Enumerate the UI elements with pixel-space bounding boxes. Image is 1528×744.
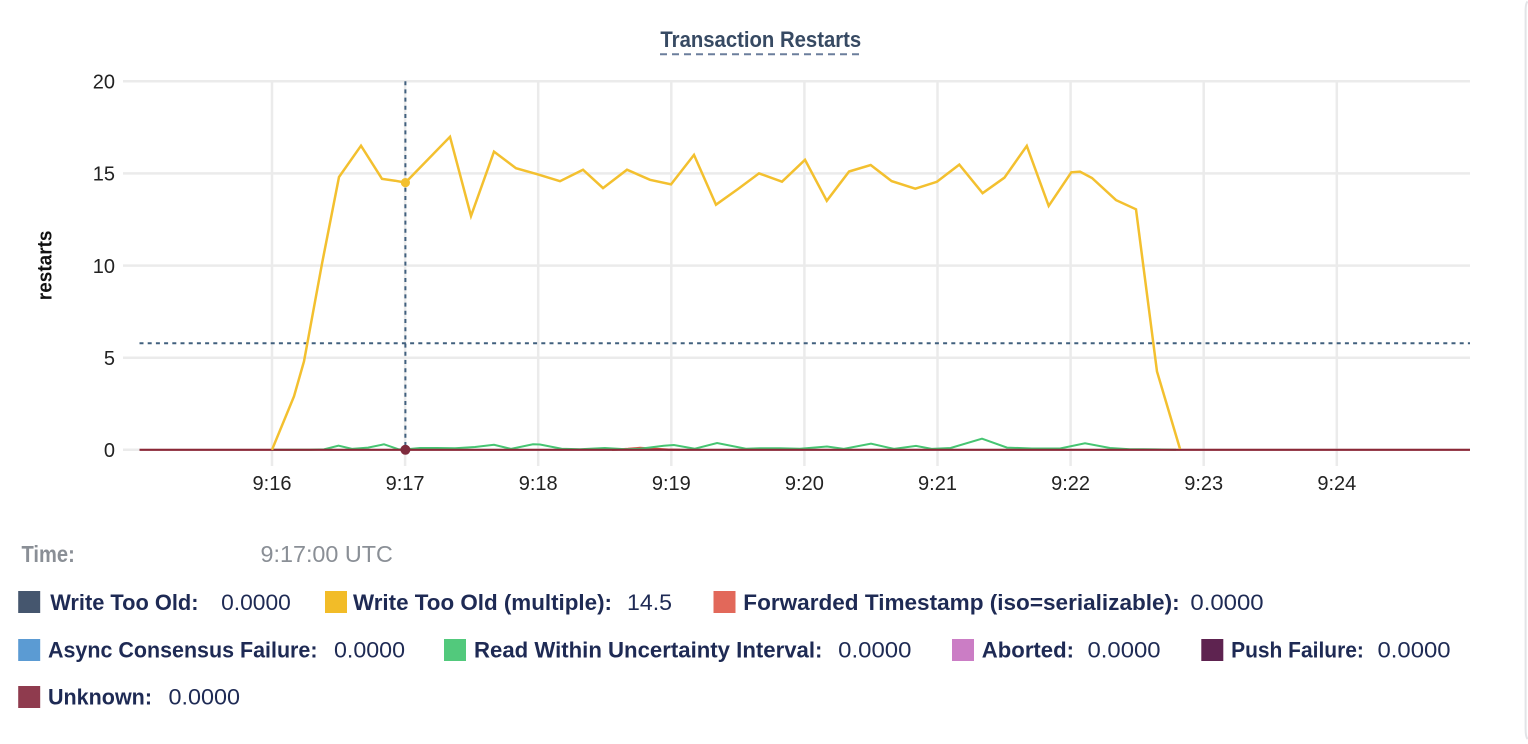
svg-text:10: 10 [93, 256, 115, 278]
svg-text:Aborted:: Aborted: [982, 638, 1074, 663]
svg-text:0.0000: 0.0000 [838, 638, 911, 663]
svg-text:Unknown:: Unknown: [48, 685, 152, 710]
svg-text:Write Too Old:: Write Too Old: [50, 590, 198, 615]
svg-text:0.0000: 0.0000 [1190, 590, 1263, 615]
svg-text:Write Too Old (multiple):: Write Too Old (multiple): [353, 590, 612, 615]
svg-text:Push Failure:: Push Failure: [1231, 638, 1364, 663]
svg-text:Read Within Uncertainty Interv: Read Within Uncertainty Interval: [474, 638, 822, 663]
svg-text:9:24: 9:24 [1317, 473, 1356, 495]
svg-text:0: 0 [104, 440, 115, 462]
svg-text:14.5: 14.5 [627, 590, 672, 615]
svg-text:9:17: 9:17 [386, 473, 425, 495]
svg-text:20: 20 [93, 72, 115, 94]
svg-text:9:22: 9:22 [1051, 473, 1090, 495]
svg-text:restarts: restarts [35, 231, 57, 301]
svg-text:0.0000: 0.0000 [334, 638, 405, 663]
svg-text:9:23: 9:23 [1184, 473, 1223, 495]
svg-text:Transaction Restarts: Transaction Restarts [660, 27, 861, 52]
svg-text:9:18: 9:18 [519, 473, 558, 495]
svg-text:Forwarded Timestamp (iso=seria: Forwarded Timestamp (iso=serializable): [743, 590, 1179, 615]
svg-text:Async Consensus Failure:: Async Consensus Failure: [48, 638, 318, 663]
svg-text:9:20: 9:20 [785, 473, 824, 495]
svg-text:9:17:00 UTC: 9:17:00 UTC [261, 541, 393, 567]
svg-text:9:16: 9:16 [253, 473, 292, 495]
svg-text:9:21: 9:21 [918, 473, 957, 495]
svg-text:0.0000: 0.0000 [1378, 638, 1451, 663]
svg-text:15: 15 [93, 164, 115, 186]
svg-text:Time:: Time: [22, 541, 75, 567]
svg-text:0.0000: 0.0000 [169, 685, 241, 710]
svg-text:0.0000: 0.0000 [221, 590, 291, 615]
svg-text:5: 5 [104, 348, 115, 370]
svg-text:0.0000: 0.0000 [1088, 638, 1161, 663]
svg-text:9:19: 9:19 [652, 473, 691, 495]
